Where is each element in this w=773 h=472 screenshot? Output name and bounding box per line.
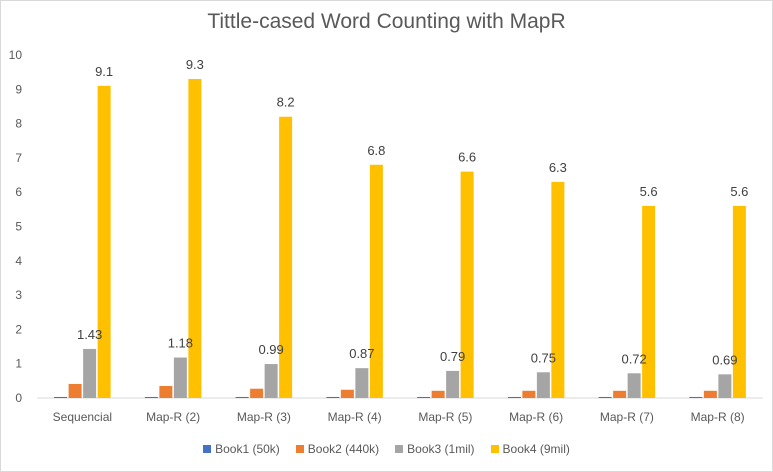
- y-tick-label: 0: [15, 391, 22, 405]
- bars: [54, 79, 746, 399]
- bar: [718, 374, 732, 398]
- data-label: 6.8: [367, 143, 385, 158]
- bar: [54, 396, 68, 398]
- bar: [173, 357, 187, 398]
- bar: [627, 373, 641, 398]
- legend-swatch: [395, 445, 404, 453]
- bar: [460, 171, 474, 398]
- data-label: 6.3: [549, 160, 567, 175]
- bar: [536, 372, 550, 398]
- bar: [83, 348, 97, 398]
- y-tick-label: 6: [15, 185, 22, 199]
- y-tick-label: 2: [15, 322, 22, 336]
- data-label: 0.99: [258, 342, 283, 357]
- y-tick-label: 8: [15, 117, 22, 131]
- chart-title: Tittle-cased Word Counting with MapR: [207, 10, 566, 33]
- legend-item: Book3 (1mil): [395, 442, 475, 456]
- bar: [703, 390, 717, 398]
- x-tick-label: Map-R (2): [146, 410, 200, 424]
- x-tick-label: Map-R (4): [328, 410, 382, 424]
- bar: [551, 181, 565, 398]
- data-label: 0.79: [440, 349, 465, 364]
- y-tick-label: 4: [15, 254, 22, 268]
- y-axis: 0 1 2 3 4 5 6 7 8 9 10: [9, 48, 23, 405]
- data-label: 8.2: [277, 95, 295, 110]
- bar: [250, 388, 264, 398]
- bar: [598, 396, 612, 398]
- bar: [417, 396, 431, 398]
- bar: [279, 116, 293, 399]
- legend-item: Book1 (50k): [203, 442, 280, 456]
- bar: [369, 164, 383, 398]
- legend-label: Book1 (50k): [215, 442, 280, 456]
- data-label: 0.69: [712, 352, 737, 367]
- legend-label: Book3 (1mil): [407, 442, 475, 456]
- data-label: 1.43: [77, 327, 102, 342]
- y-tick-label: 5: [15, 220, 22, 234]
- legend-swatch: [203, 445, 212, 453]
- bar: [522, 390, 536, 398]
- bar: [188, 79, 202, 398]
- data-label: 5.6: [730, 184, 748, 199]
- y-tick-label: 1: [15, 357, 22, 371]
- x-tick-label: Map-R (6): [509, 410, 563, 424]
- data-label: 6.6: [458, 150, 476, 165]
- y-tick-label: 7: [15, 151, 22, 165]
- data-labels: 1.43 9.1 1.18 9.3 0.99 8.2 0.87 6.8 0.79 6.6 0.75 6…: [77, 57, 748, 367]
- bar: [97, 85, 111, 399]
- data-label: 1.18: [168, 336, 193, 351]
- bar: [235, 396, 249, 398]
- bar: [613, 390, 627, 398]
- data-label: 5.6: [640, 184, 658, 199]
- x-tick-label: Map-R (8): [691, 410, 745, 424]
- bar: [144, 396, 158, 398]
- y-tick-label: 10: [9, 48, 23, 62]
- legend-item: Book4 (9mil): [490, 442, 570, 456]
- bar: [159, 385, 173, 398]
- bar: [732, 205, 746, 398]
- bar: [507, 396, 521, 398]
- legend-label: Book4 (9mil): [502, 442, 570, 456]
- x-tick-label: Map-R (3): [237, 410, 291, 424]
- chart-legend: Book1 (50k) Book2 (440k) Book3 (1mil) Book4…: [0, 442, 773, 456]
- bar: [446, 370, 460, 398]
- x-tick-label: Sequencial: [53, 410, 112, 424]
- bar: [68, 383, 82, 398]
- data-label: 0.87: [349, 346, 374, 361]
- data-label: 0.75: [531, 350, 556, 365]
- legend-label: Book2 (440k): [307, 442, 380, 456]
- y-tick-label: 9: [15, 82, 22, 96]
- data-label: 9.1: [95, 64, 113, 79]
- legend-item: Book2 (440k): [295, 442, 380, 456]
- legend-swatch: [295, 445, 304, 453]
- data-label: 0.72: [621, 351, 646, 366]
- bar: [340, 389, 354, 398]
- bar: [642, 205, 656, 398]
- legend-swatch: [490, 445, 499, 453]
- y-tick-label: 3: [15, 288, 22, 302]
- bar: [431, 390, 445, 398]
- bar: [326, 396, 340, 398]
- x-tick-label: Map-R (5): [418, 410, 472, 424]
- x-tick-label: Map-R (7): [600, 410, 654, 424]
- bar: [689, 396, 703, 398]
- x-axis: Sequencial Map-R (2) Map-R (3) Map-R (4) Map…: [37, 397, 763, 424]
- bar: [355, 368, 369, 398]
- bar: [264, 364, 278, 398]
- data-label: 9.3: [186, 57, 204, 72]
